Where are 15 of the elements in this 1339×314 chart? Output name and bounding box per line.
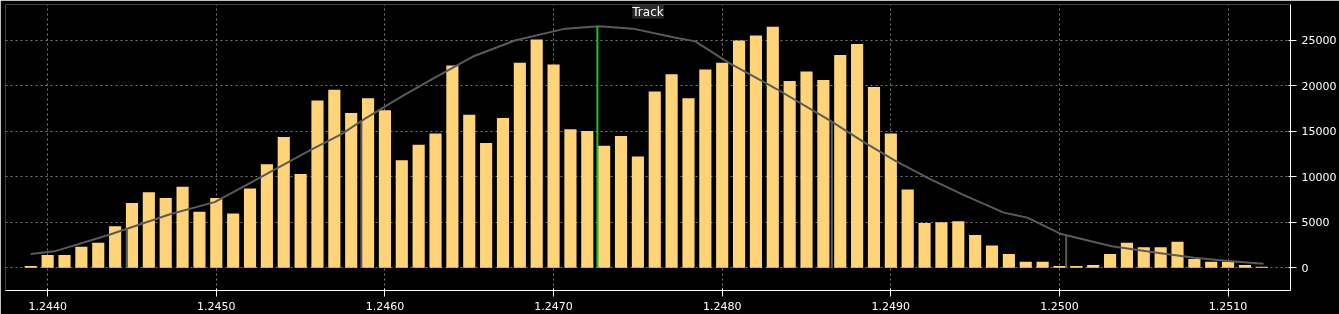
y-tick-label: 25000 — [1301, 34, 1337, 48]
x-tick-label: 1.2470 — [534, 299, 573, 313]
x-tick-label: 1.2510 — [1208, 299, 1248, 313]
y-tick-label: 20000 — [1301, 79, 1337, 93]
x-tick-label: 1.2460 — [365, 299, 405, 313]
y-tick-label: 15000 — [1301, 125, 1337, 139]
x-tick-label: 1.2440 — [28, 299, 67, 313]
y-tick-label: 0 — [1301, 261, 1309, 275]
y-tick-label: 5000 — [1301, 216, 1330, 230]
x-tick-label: 1.2480 — [702, 299, 742, 313]
y-tick-label: 10000 — [1301, 170, 1337, 184]
annotation: Track — [631, 4, 664, 19]
x-tick-label: 1.2500 — [1040, 299, 1079, 313]
x-tick-label: 1.2490 — [871, 299, 911, 313]
x-tick-label: 1.2450 — [197, 299, 236, 313]
